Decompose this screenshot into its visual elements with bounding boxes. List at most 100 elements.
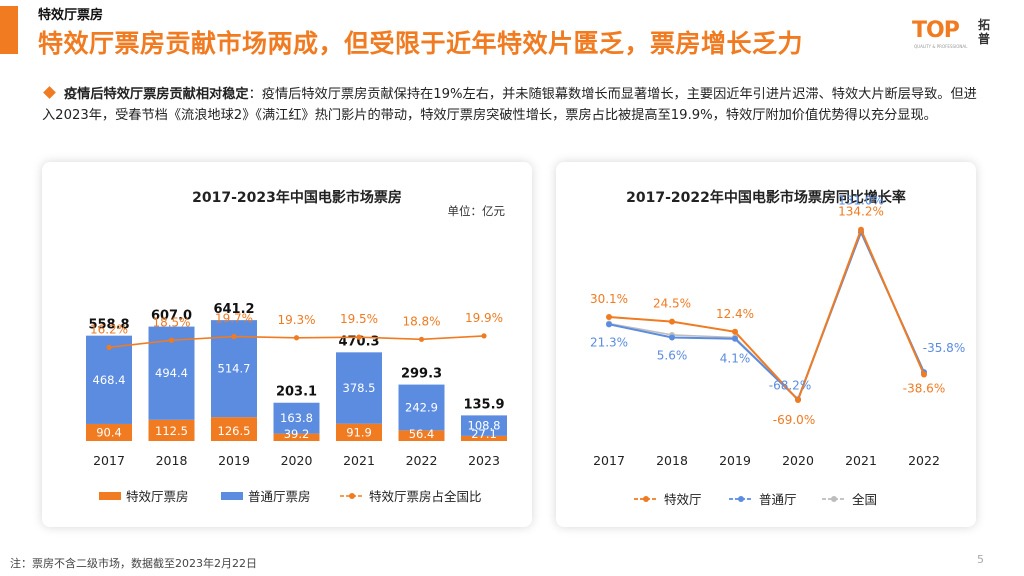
share-label-2019: 19.7% <box>215 312 253 326</box>
legend-dot-special <box>643 496 649 502</box>
label-standard-2020: 163.8 <box>280 411 313 425</box>
bar-special-2018 <box>148 419 195 441</box>
label-special-2021: 91.9 <box>346 425 372 439</box>
logo-wordmark: TOP <box>912 18 960 43</box>
label-standard-2017: 21.3% <box>590 335 628 349</box>
box-office-panel: 2017-2023年中国电影市场票房单位：亿元 90.4 468.4 558.8 201… <box>42 162 532 527</box>
label-special-2018: 112.5 <box>155 424 188 438</box>
share-label-2021: 19.5% <box>340 312 378 326</box>
accent-bar <box>0 6 18 54</box>
bar-standard-2020 <box>273 402 320 434</box>
share-point-2018 <box>168 337 175 343</box>
label-standard-2020: -68.2% <box>769 378 811 392</box>
point-special-2021 <box>858 226 864 233</box>
label-total-2019: 641.2 <box>213 302 254 317</box>
label-standard-2021: 131.0% <box>838 193 884 207</box>
label-standard-2023: 108.8 <box>468 419 501 433</box>
share-point-2021 <box>356 334 362 340</box>
x-tick-2022: 2022 <box>908 453 940 468</box>
label-special-2020: 39.2 <box>284 427 310 441</box>
legend-label-special: 特效厅票房 <box>126 489 189 504</box>
label-standard-2022: 242.9 <box>405 400 438 414</box>
legend-dot-national <box>831 496 837 502</box>
bar-special-2020 <box>273 433 320 441</box>
x-tick-2023: 2023 <box>468 453 500 468</box>
x-tick-2017: 2017 <box>593 453 625 468</box>
bar-special-2019 <box>211 417 257 441</box>
share-point-2022 <box>418 336 425 342</box>
label-special-2021: 134.2% <box>838 205 884 219</box>
share-point-2023 <box>481 333 487 339</box>
share-label-2017: 16.2% <box>90 322 128 336</box>
label-total-2017: 558.8 <box>88 318 129 333</box>
label-special-2022: 56.4 <box>409 427 435 441</box>
x-tick-2018: 2018 <box>156 453 188 468</box>
chart-unit: 单位：亿元 <box>448 204 506 218</box>
label-special-2017: 90.4 <box>96 425 122 439</box>
bar-special-2023 <box>461 435 507 441</box>
chart-title: 2017-2023年中国电影市场票房 <box>192 189 402 206</box>
share-label-2023: 19.9% <box>465 311 503 325</box>
x-tick-2017: 2017 <box>93 453 125 468</box>
legend-label-special: 特效厅 <box>664 492 702 507</box>
point-special-2019 <box>732 328 738 335</box>
x-tick-2019: 2019 <box>719 453 751 468</box>
label-standard-2022: -35.8% <box>923 341 965 355</box>
bar-special-2021 <box>336 423 382 441</box>
label-total-2022: 299.3 <box>401 367 442 382</box>
bar-standard-2017 <box>86 335 132 424</box>
label-special-2020: -69.0% <box>773 413 815 427</box>
point-special-2022 <box>921 371 927 378</box>
line-national <box>608 229 925 401</box>
bar-standard-2022 <box>398 384 445 431</box>
logo-tagline: QUALITY & PROFESSIONAL <box>914 44 968 49</box>
label-standard-2019: 4.1% <box>720 352 751 366</box>
summary-paragraph: 疫情后特效厅票房贡献相对稳定：疫情后特效厅票房贡献保持在19%左右，并未随银幕数… <box>42 84 982 126</box>
line-special <box>608 227 925 402</box>
point-special-2018 <box>669 318 675 325</box>
share-point-2017 <box>106 344 112 350</box>
line-standard <box>608 229 925 402</box>
point-standard-2017 <box>606 321 612 328</box>
point-special-2020 <box>795 397 801 403</box>
legend-dot-standard <box>738 496 744 502</box>
legend-label-standard: 普通厅票房 <box>248 489 311 504</box>
label-special-2019: 12.4% <box>716 307 754 321</box>
legend-label-share: 特效厅票房占全国比 <box>369 489 482 504</box>
label-special-2023: 27.1 <box>471 427 497 441</box>
diamond-bullet-icon <box>43 86 56 99</box>
share-label-2020: 19.3% <box>277 313 315 327</box>
bar-special-2022 <box>398 430 445 441</box>
bar-standard-2023 <box>461 415 507 436</box>
x-tick-2021: 2021 <box>845 453 877 468</box>
page-number: 5 <box>977 553 984 566</box>
label-standard-2018: 494.4 <box>155 366 188 380</box>
share-point-2019 <box>231 333 237 340</box>
label-total-2023: 135.9 <box>463 397 504 412</box>
summary-body: ：疫情后特效厅票房贡献保持在19%左右，并未随银幕数增长而显著增长，主要因近年引… <box>42 87 977 123</box>
legend-swatch-standard <box>221 492 243 500</box>
bar-standard-2021 <box>336 352 382 424</box>
label-special-2017: 30.1% <box>590 292 628 306</box>
x-tick-2022: 2022 <box>406 453 438 468</box>
label-standard-2021: 378.5 <box>343 381 376 395</box>
label-special-2019: 126.5 <box>218 424 251 438</box>
bar-special-2017 <box>86 423 132 441</box>
growth-rate-chart: 2017-2022年中国电影市场票房同比增长率 30.1% 24.5% 12.4% -6… <box>590 189 965 507</box>
legend-label-standard: 普通厅 <box>759 492 797 507</box>
label-standard-2017: 468.4 <box>93 373 126 387</box>
brand-logo: TOP 拓普 QUALITY & PROFESSIONAL <box>912 18 1012 54</box>
label-total-2020: 203.1 <box>276 385 317 400</box>
footnote: 注：票房不含二级市场，数据截至2023年2月22日 <box>10 557 257 570</box>
page-title: 特效厅票房贡献市场两成，但受限于近年特效片匮乏，票房增长乏力 <box>38 29 804 58</box>
legend-swatch-share-dot <box>349 493 355 499</box>
growth-rate-panel: 2017-2022年中国电影市场票房同比增长率 30.1% 24.5% 12.4% -6… <box>556 162 976 527</box>
label-total-2018: 607.0 <box>151 309 192 324</box>
share-point-2020 <box>293 335 300 341</box>
section-label: 特效厅票房 <box>38 8 104 23</box>
label-special-2018: 24.5% <box>653 297 691 311</box>
point-special-2017 <box>606 313 612 320</box>
label-standard-2018: 5.6% <box>657 348 688 362</box>
x-tick-2020: 2020 <box>782 453 814 468</box>
